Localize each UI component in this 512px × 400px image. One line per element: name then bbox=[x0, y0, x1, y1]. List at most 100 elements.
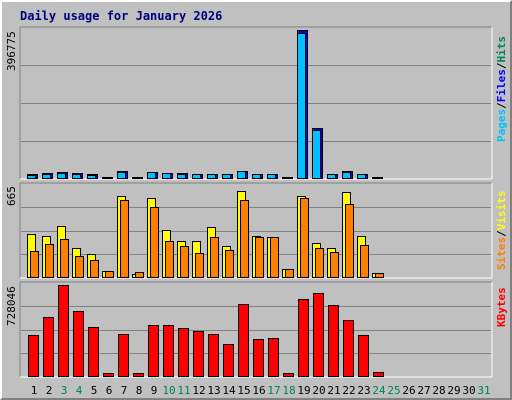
sites-bar-day-4 bbox=[75, 256, 84, 278]
sites-bar-day-20 bbox=[315, 248, 324, 278]
sites-bar-day-23 bbox=[360, 245, 369, 278]
day-tick-label-19: 19 bbox=[297, 384, 310, 397]
pages-bar-day-24 bbox=[372, 177, 381, 179]
day-tick-label-18: 18 bbox=[282, 384, 295, 397]
day-tick-label-29: 29 bbox=[447, 384, 460, 397]
day-tick-label-28: 28 bbox=[432, 384, 445, 397]
day-tick-label-21: 21 bbox=[327, 384, 340, 397]
legend-middle-part-1: Sites bbox=[495, 236, 508, 270]
day-tick-label-25: 25 bbox=[387, 384, 400, 397]
pages-bar-day-20 bbox=[312, 130, 321, 179]
pages-bar-day-8 bbox=[132, 177, 141, 179]
pages-bar-day-3 bbox=[57, 173, 66, 179]
sites-bar-day-5 bbox=[90, 260, 99, 278]
pages-bar-day-11 bbox=[177, 174, 186, 179]
kbytes-bar-day-20 bbox=[313, 293, 324, 377]
day-tick-label-5: 5 bbox=[91, 384, 98, 397]
day-tick-label-22: 22 bbox=[342, 384, 355, 397]
kbytes-bar-day-10 bbox=[163, 325, 174, 377]
day-tick-label-24: 24 bbox=[372, 384, 386, 397]
day-tick-label-2: 2 bbox=[46, 384, 53, 397]
sites-bar-day-2 bbox=[45, 244, 54, 278]
day-tick-label-20: 20 bbox=[312, 384, 325, 397]
kbytes-panel-max-label: 728046 bbox=[5, 286, 18, 326]
kbytes-bar-day-6 bbox=[103, 373, 114, 377]
kbytes-bar-day-14 bbox=[223, 344, 234, 377]
kbytes-bar-day-22 bbox=[343, 320, 354, 377]
kbytes-bar-day-19 bbox=[298, 299, 309, 377]
sites-bar-day-22 bbox=[345, 204, 354, 278]
legend-label-bottom: KBytes bbox=[495, 287, 508, 327]
day-tick-label-26: 26 bbox=[402, 384, 415, 397]
pages-bar-day-12 bbox=[192, 174, 201, 179]
day-tick-label-3: 3 bbox=[61, 384, 68, 397]
kbytes-bar-day-23 bbox=[358, 335, 369, 377]
sites-bar-day-8 bbox=[135, 272, 144, 278]
day-tick-label-27: 27 bbox=[417, 384, 430, 397]
day-tick-label-6: 6 bbox=[106, 384, 113, 397]
kbytes-bar-day-21 bbox=[328, 305, 339, 377]
pages-bar-day-6 bbox=[102, 177, 111, 179]
pages-bar-day-23 bbox=[357, 174, 366, 179]
day-tick-label-4: 4 bbox=[76, 384, 83, 397]
sites-bar-day-14 bbox=[225, 250, 234, 278]
kbytes-bar-day-8 bbox=[133, 373, 144, 377]
sites-bar-day-19 bbox=[300, 198, 309, 278]
kbytes-bar-day-2 bbox=[43, 317, 54, 377]
kbytes-bar-day-5 bbox=[88, 327, 99, 377]
kbytes-bar-day-15 bbox=[238, 304, 249, 377]
pages-bar-day-1 bbox=[27, 175, 36, 179]
day-tick-label-13: 13 bbox=[207, 384, 220, 397]
kbytes-bar-day-18 bbox=[283, 373, 294, 377]
kbytes-bar-day-9 bbox=[148, 325, 159, 377]
pages-bar-day-9 bbox=[147, 172, 156, 179]
pages-bar-day-19 bbox=[297, 33, 306, 179]
legend-top-part-2: / bbox=[495, 102, 508, 109]
chart-title: Daily usage for January 2026 bbox=[20, 9, 223, 23]
sites-bar-day-24 bbox=[375, 273, 384, 278]
kbytes-bar-day-3 bbox=[58, 285, 69, 377]
day-tick-label-9: 9 bbox=[151, 384, 158, 397]
sites-panel-max-label: 665 bbox=[5, 186, 18, 206]
day-tick-label-10: 10 bbox=[162, 384, 175, 397]
sites-bar-day-16 bbox=[255, 237, 264, 278]
sites-bar-day-21 bbox=[330, 252, 339, 278]
sites-bar-day-1 bbox=[30, 251, 39, 278]
legend-label-middle: Sites/Visits bbox=[495, 191, 508, 271]
day-tick-label-23: 23 bbox=[357, 384, 370, 397]
kbytes-bar-day-12 bbox=[193, 331, 204, 377]
sites-bar-day-6 bbox=[105, 271, 114, 278]
kbytes-bar-day-1 bbox=[28, 335, 39, 377]
pages-bar-day-21 bbox=[327, 174, 336, 179]
pages-bar-day-4 bbox=[72, 174, 81, 179]
pages-bar-day-14 bbox=[222, 174, 231, 179]
day-tick-label-11: 11 bbox=[177, 384, 190, 397]
sites-bar-day-12 bbox=[195, 253, 204, 278]
kbytes-bar-day-24 bbox=[373, 372, 384, 377]
pages-bar-day-13 bbox=[207, 174, 216, 179]
day-tick-label-1: 1 bbox=[31, 384, 38, 397]
legend-bottom-part-1: KBytes bbox=[495, 287, 508, 327]
pages-bar-day-15 bbox=[237, 171, 246, 179]
sites-bar-day-10 bbox=[165, 241, 174, 278]
pages-bar-day-2 bbox=[42, 174, 51, 179]
sites-bar-day-17 bbox=[270, 237, 279, 278]
kbytes-bar-day-11 bbox=[178, 328, 189, 377]
sites-bar-day-13 bbox=[210, 237, 219, 278]
sites-bar-day-7 bbox=[120, 200, 129, 278]
day-tick-label-8: 8 bbox=[136, 384, 143, 397]
kbytes-bar-day-16 bbox=[253, 339, 264, 377]
day-tick-label-14: 14 bbox=[222, 384, 236, 397]
sites-bar-day-11 bbox=[180, 246, 189, 278]
legend-top-part-3: Files bbox=[495, 69, 508, 103]
legend-top-part-4: / bbox=[495, 62, 508, 70]
kbytes-bar-day-13 bbox=[208, 334, 219, 377]
legend-middle-part-2: / bbox=[495, 230, 508, 237]
legend-middle-part-3: Visits bbox=[495, 190, 508, 231]
pages-bar-day-17 bbox=[267, 174, 276, 179]
legend-label-top: Pages/Files/Hits bbox=[495, 36, 508, 142]
kbytes-bar-day-4 bbox=[73, 311, 84, 377]
sites-bar-day-15 bbox=[240, 200, 249, 278]
